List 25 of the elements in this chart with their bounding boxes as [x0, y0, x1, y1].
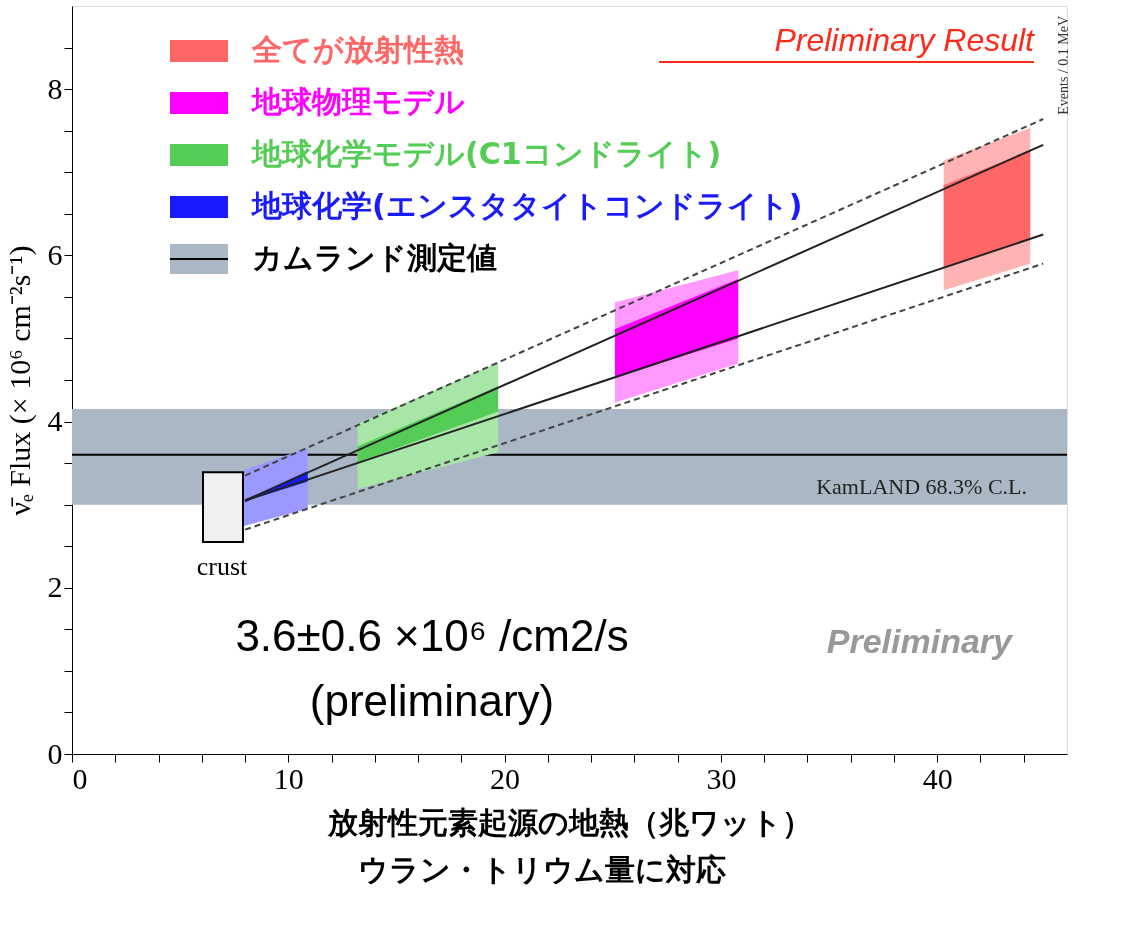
band-label: KamLAND 68.3% C.L. — [816, 473, 1027, 499]
x-tick-label: 10 — [273, 761, 304, 795]
legend-label: カムランド測定値 — [252, 240, 497, 275]
x-tick-label: 40 — [922, 761, 953, 795]
y-tick-label: 8 — [47, 71, 63, 105]
annotation: crust — [196, 552, 249, 581]
y-tick-label: 6 — [47, 237, 63, 271]
x-tick-label: 30 — [706, 761, 737, 795]
annotation: Preliminary Result — [774, 22, 1036, 58]
annotation: (preliminary) — [309, 676, 555, 725]
text: ウラン・トリウム量に対応 — [358, 852, 726, 887]
x-tick-label: 0 — [72, 761, 88, 795]
annotation: Events / 0.1 MeV — [1056, 16, 1071, 115]
annotation: Preliminary — [826, 622, 1015, 660]
y-tick-label: 0 — [47, 736, 63, 770]
legend-label: 地球物理モデル — [250, 84, 465, 119]
x-tick-label: 20 — [490, 761, 521, 795]
legend-label: 地球化学モデル(C1コンドライト) — [250, 136, 722, 171]
y-tick-label: 4 — [47, 404, 63, 438]
y-tick-label: 2 — [47, 570, 63, 604]
legend-label: 地球化学(エンスタタイトコンドライト) — [250, 188, 803, 223]
legend-label: 全てが放射性熱 — [251, 32, 464, 67]
x-axis-title: 放射性元素起源の地熱（兆ワット） — [327, 804, 812, 840]
annotation: 3.6±0.6 ×10⁶ /cm2/s — [235, 611, 629, 660]
y-axis-title: ν̄ₑ Flux (× 10⁶ cm⁻²s⁻¹) — [2, 245, 37, 516]
